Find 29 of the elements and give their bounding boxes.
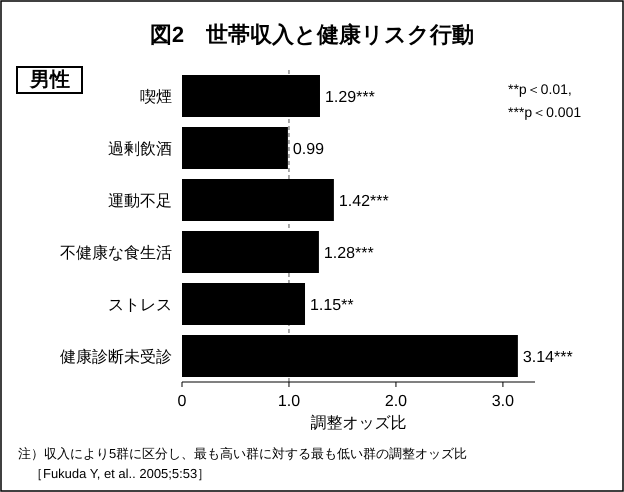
x-tick-label: 0: [178, 393, 187, 410]
x-tick-label: 1.0: [278, 393, 300, 410]
data-label: 1.29***: [324, 89, 375, 106]
text: ［Fukuda Y, et al.. 2005;5:53］: [30, 466, 210, 481]
bar: [182, 231, 319, 273]
x-axis-title: 調整オッズ比: [310, 414, 406, 432]
y-tick-label: 過剰飲酒: [108, 140, 172, 158]
bar: [182, 75, 320, 117]
data-label: 1.15**: [310, 297, 354, 314]
y-tick-label: 不健康な食生活: [60, 244, 172, 262]
y-tick-label: ストレス: [108, 297, 172, 314]
y-tick-label: 喫煙: [140, 88, 172, 106]
bar: [182, 335, 518, 377]
data-label: 1.28***: [324, 245, 374, 262]
y-tick-label: 運動不足: [108, 193, 172, 210]
text: 注）収入により5群に区分し、最も高い群に対する最も低い群の調整オッズ比: [18, 446, 468, 461]
text: 男性: [29, 69, 70, 91]
bar: [182, 127, 288, 169]
data-label: 3.14***: [522, 349, 573, 366]
chart-title: 図2 世帯収入と健康リスク行動: [150, 22, 474, 47]
data-label: 1.42***: [338, 193, 389, 210]
annotation: ***p＜0.001: [508, 104, 582, 120]
data-label: 0.99: [292, 141, 324, 158]
x-tick-label: 2.0: [384, 393, 408, 410]
bar: [182, 283, 306, 325]
annotation: **p＜0.01,: [508, 81, 572, 97]
bar: [182, 179, 334, 221]
x-tick-label: 3.0: [492, 393, 514, 410]
y-tick-label: 健康診断未受診: [60, 348, 172, 366]
